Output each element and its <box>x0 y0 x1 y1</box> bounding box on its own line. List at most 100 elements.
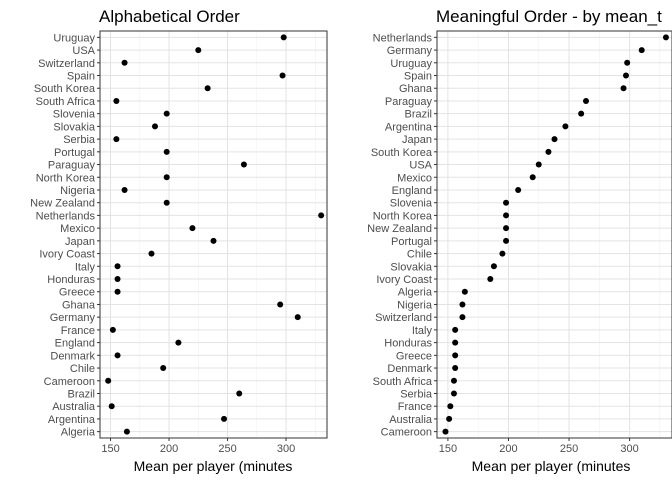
data-point <box>452 352 459 359</box>
y-tick-label: North Korea <box>373 210 433 222</box>
data-point <box>114 352 121 359</box>
x-axis-title-left: Mean per player (minutes <box>134 458 293 474</box>
y-tick-label: Mexico <box>397 172 432 184</box>
y-tick-label: Slovenia <box>390 198 433 210</box>
y-tick-label: Paraguay <box>385 96 433 108</box>
data-point <box>210 237 217 244</box>
data-point <box>499 250 506 257</box>
data-point <box>638 47 645 54</box>
data-point <box>280 34 287 41</box>
data-point <box>240 161 247 168</box>
data-point <box>121 59 128 66</box>
y-tick-label: Denmark <box>50 350 95 362</box>
data-point <box>452 326 459 333</box>
data-point <box>123 428 130 435</box>
y-tick-label: USA <box>409 160 432 172</box>
y-tick-label: England <box>55 338 95 350</box>
y-tick-label: Uruguay <box>390 58 432 70</box>
panel-background <box>437 31 672 438</box>
data-point <box>189 225 196 232</box>
y-tick-label: Cameroon <box>381 427 432 439</box>
y-tick-label: Slovakia <box>390 261 432 273</box>
y-tick-label: Switzerland <box>38 58 95 70</box>
y-tick-label: Chile <box>407 249 432 261</box>
y-tick-label: South Korea <box>371 147 433 159</box>
y-tick-label: Portugal <box>54 147 95 159</box>
x-tick-label: 300 <box>277 443 295 455</box>
y-tick-label: Brazil <box>404 109 432 121</box>
data-point <box>503 212 510 219</box>
x-tick-label: 150 <box>101 443 119 455</box>
y-tick-label: Italy <box>75 261 96 273</box>
y-tick-label: Spain <box>404 71 432 83</box>
y-tick-label: France <box>61 325 95 337</box>
x-tick-label: 200 <box>499 443 517 455</box>
data-point <box>515 186 522 193</box>
data-point <box>446 415 453 422</box>
y-tick-label: South Africa <box>36 96 96 108</box>
chart-title-left: Alphabetical Order <box>99 7 240 26</box>
data-point <box>277 301 284 308</box>
y-tick-label: South Africa <box>373 376 433 388</box>
y-tick-label: Uruguay <box>53 32 95 44</box>
data-point <box>114 276 121 283</box>
y-tick-label: Ivory Coast <box>376 274 432 286</box>
data-point <box>204 85 211 92</box>
data-point <box>582 97 589 104</box>
x-axis-title-right: Mean per player (minutes <box>472 458 631 474</box>
data-point <box>195 47 202 54</box>
data-point <box>503 199 510 206</box>
data-point <box>487 276 494 283</box>
y-tick-label: Mexico <box>60 223 95 235</box>
data-point <box>442 428 449 435</box>
y-tick-label: Australia <box>52 401 96 413</box>
data-point <box>662 34 669 41</box>
data-point <box>121 186 128 193</box>
y-tick-label: Algeria <box>398 287 433 299</box>
data-point <box>114 288 121 295</box>
y-tick-label: Paraguay <box>48 160 96 172</box>
data-point <box>108 403 115 410</box>
y-tick-label: Nigeria <box>60 185 96 197</box>
data-point <box>163 199 170 206</box>
data-point <box>236 390 243 397</box>
y-tick-label: Serbia <box>400 388 433 400</box>
y-tick-label: Ghana <box>62 299 96 311</box>
data-point <box>622 72 629 79</box>
data-point <box>148 250 155 257</box>
y-tick-label: Argentina <box>48 414 96 426</box>
data-point <box>113 97 120 104</box>
data-point <box>113 136 120 143</box>
panel-border <box>99 30 328 439</box>
data-point <box>503 225 510 232</box>
y-tick-label: Australia <box>389 414 433 426</box>
data-point <box>175 339 182 346</box>
data-point <box>551 136 558 143</box>
y-tick-label: Cameroon <box>44 376 95 388</box>
y-tick-label: Japan <box>402 134 432 146</box>
y-tick-label: Japan <box>65 236 95 248</box>
y-tick-label: England <box>392 185 432 197</box>
y-tick-label: Denmark <box>387 363 432 375</box>
data-point <box>459 301 466 308</box>
data-point <box>459 314 466 321</box>
y-tick-label: Netherlands <box>373 32 433 44</box>
x-tick-label: 150 <box>439 443 457 455</box>
panel-alphabetical: 150 200 250 300UruguayUSASwitzerlandSpainSo… <box>30 30 328 455</box>
data-point <box>535 161 542 168</box>
y-tick-label: Greece <box>396 350 432 362</box>
data-point <box>452 339 459 346</box>
x-tick-label: 300 <box>620 443 638 455</box>
x-tick-label: 250 <box>560 443 578 455</box>
data-point <box>620 85 627 92</box>
data-point <box>163 174 170 181</box>
y-tick-label: Slovakia <box>53 121 95 133</box>
panel-border <box>436 30 672 439</box>
y-tick-label: Switzerland <box>375 312 432 324</box>
data-point <box>578 110 585 117</box>
y-tick-label: Brazil <box>67 388 95 400</box>
data-point <box>624 59 631 66</box>
data-point <box>109 326 116 333</box>
panel-background <box>100 31 327 438</box>
data-point <box>105 377 112 384</box>
